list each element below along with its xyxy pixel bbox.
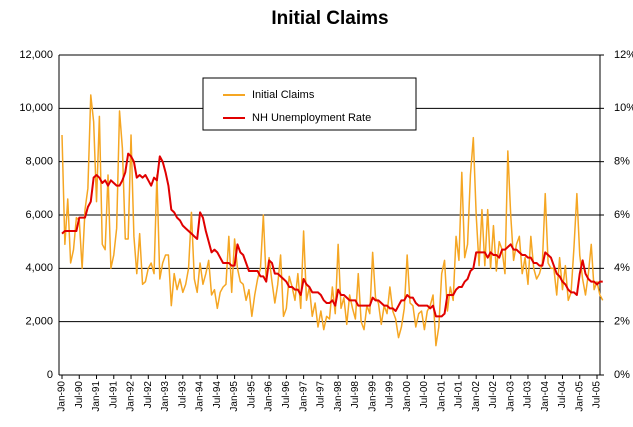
x-tick-label: Jul-03 [523, 381, 534, 409]
legend-label: NH Unemployment Rate [252, 112, 371, 124]
x-tick-label: Jan-92 [126, 381, 137, 412]
x-tick-label: Jan-00 [402, 381, 413, 412]
x-tick-label: Jan-05 [574, 381, 585, 412]
legend-label: Initial Claims [252, 89, 315, 101]
x-tick-label: Jan-01 [436, 381, 447, 412]
y2-tick-label: 0% [614, 369, 630, 381]
x-tick-label: Jan-95 [229, 381, 240, 412]
series-line [61, 94, 604, 347]
x-tick-label: Jan-91 [91, 381, 102, 412]
x-tick-label: Jul-05 [592, 381, 603, 409]
x-tick-label: Jul-02 [488, 381, 499, 409]
x-tick-label: Jan-97 [298, 381, 309, 412]
x-tick-label: Jul-95 [246, 381, 257, 409]
y2-tick-label: 10% [614, 102, 633, 114]
x-tick-label: Jul-94 [212, 381, 223, 409]
x-tick-label: Jan-96 [264, 381, 275, 412]
x-tick-label: Jan-98 [333, 381, 344, 412]
x-tick-label: Jul-96 [281, 381, 292, 409]
x-tick-label: Jul-97 [316, 381, 327, 409]
y2-tick-label: 12% [614, 49, 633, 61]
y-tick-label: 8,000 [25, 156, 53, 168]
legend-box [202, 77, 417, 131]
y-tick-label: 0 [47, 369, 53, 381]
x-tick-label: Jan-93 [160, 381, 171, 412]
x-tick-label: Jan-04 [540, 381, 551, 412]
x-tick-label: Jul-92 [143, 381, 154, 409]
y2-tick-label: 2% [614, 316, 630, 328]
x-tick-label: Jul-93 [177, 381, 188, 409]
chart-title: Initial Claims [271, 8, 388, 29]
y-tick-label: 10,000 [19, 102, 53, 114]
y2-tick-label: 6% [614, 209, 630, 221]
x-tick-label: Jul-91 [108, 381, 119, 409]
x-tick-label: Jul-01 [454, 381, 465, 409]
x-tick-label: Jul-98 [350, 381, 361, 409]
x-tick-label: Jan-90 [57, 381, 68, 412]
y-tick-label: 4,000 [25, 262, 53, 274]
x-tick-label: Jan-02 [471, 381, 482, 412]
x-tick-label: Jan-99 [367, 381, 378, 412]
y2-tick-label: 8% [614, 156, 630, 168]
x-tick-label: Jul-00 [419, 381, 430, 409]
series-line [61, 152, 603, 318]
y-tick-label: 2,000 [25, 316, 53, 328]
x-tick-label: Jan-03 [505, 381, 516, 412]
y-tick-label: 12,000 [19, 49, 53, 61]
x-tick-label: Jan-94 [195, 381, 206, 412]
x-tick-label: Jul-99 [385, 381, 396, 409]
x-tick-label: Jul-04 [557, 381, 568, 409]
y2-tick-label: 4% [614, 262, 630, 274]
x-tick-label: Jul-90 [74, 381, 85, 409]
y-tick-label: 6,000 [25, 209, 53, 221]
